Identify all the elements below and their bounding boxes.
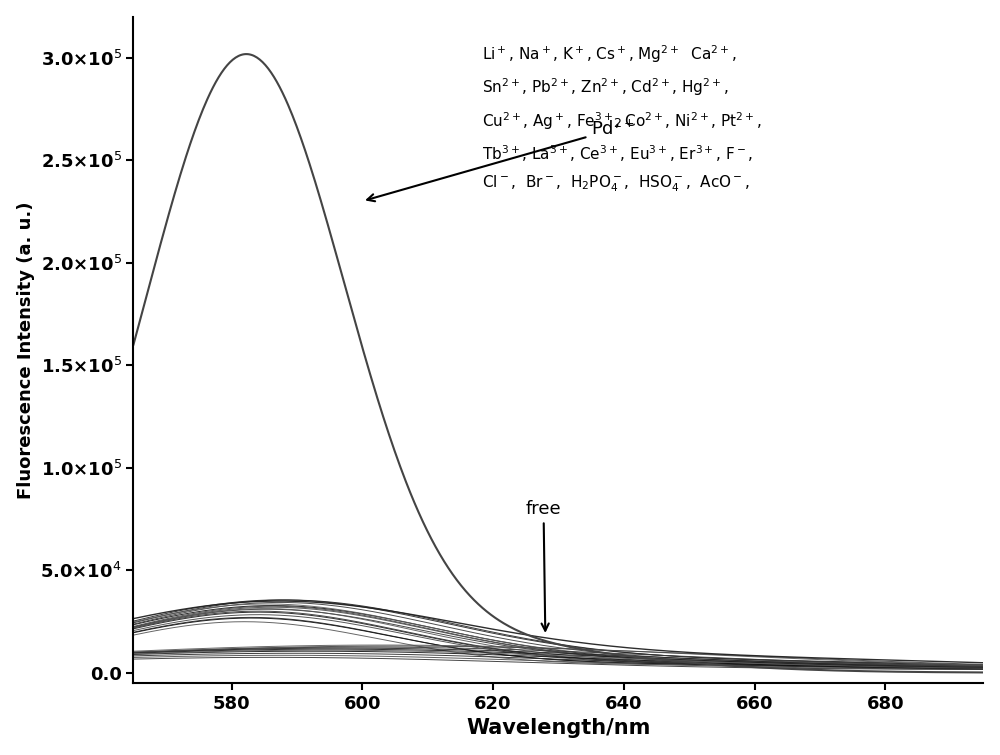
Text: Li$^+$, Na$^+$, K$^+$, Cs$^+$, Mg$^{2+}$  Ca$^{2+}$,
Sn$^{2+}$, Pb$^{2+}$, Zn$^{: Li$^+$, Na$^+$, K$^+$, Cs$^+$, Mg$^{2+}$… <box>482 43 761 195</box>
Y-axis label: Fluorescence Intensity (a. u.): Fluorescence Intensity (a. u.) <box>17 201 35 498</box>
X-axis label: Wavelength/nm: Wavelength/nm <box>466 718 651 738</box>
Text: free: free <box>526 500 561 630</box>
Text: Pd$^{2+}$: Pd$^{2+}$ <box>367 119 635 202</box>
